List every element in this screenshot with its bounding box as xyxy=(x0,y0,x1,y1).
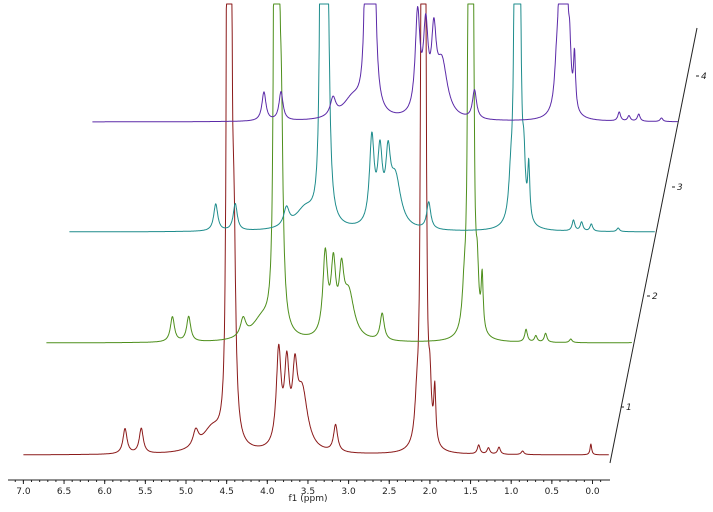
x-tick-label: 6.0 xyxy=(98,487,113,497)
x-tick-label: 4.0 xyxy=(260,487,275,497)
depth-label-3: 3 xyxy=(677,183,683,193)
x-tick-label: 1.0 xyxy=(504,487,519,497)
x-tick-label: 0.5 xyxy=(545,487,559,497)
x-tick-label: 2.0 xyxy=(423,487,438,497)
x-tick-label: 0.0 xyxy=(585,487,600,497)
spectrum-trace-2 xyxy=(46,3,632,344)
spectrum-trace-3 xyxy=(69,3,655,233)
depth-axis-labels: 1 2 3 4 xyxy=(621,72,707,413)
x-tick-label: 3.0 xyxy=(341,487,356,497)
x-tick-label: 2.5 xyxy=(382,487,396,497)
x-axis-ticks: 7.0 6.5 6.0 5.5 5.0 4.5 4.0 3.5 3.0 2.5 2.0 1.5 1.0 0… xyxy=(14,480,602,497)
depth-axis-line xyxy=(609,27,698,464)
x-tick-label: 3.5 xyxy=(301,487,315,497)
x-tick-label: 1.5 xyxy=(463,487,477,497)
x-tick-label: 4.5 xyxy=(219,487,233,497)
x-tick-label: 7.0 xyxy=(16,487,31,497)
x-tick-label: 5.5 xyxy=(138,487,152,497)
depth-label-1: 1 xyxy=(626,403,632,413)
spectrum-trace-1 xyxy=(23,3,609,456)
x-tick-label: 6.5 xyxy=(57,487,71,497)
spectra-traces xyxy=(23,3,678,456)
spectrum-trace-4 xyxy=(92,3,678,123)
x-tick-label: 5.0 xyxy=(179,487,194,497)
depth-axis xyxy=(609,27,698,464)
x-axis-title: f1 (ppm) xyxy=(289,494,328,504)
depth-label-2: 2 xyxy=(652,292,658,302)
depth-label-4: 4 xyxy=(701,72,707,82)
